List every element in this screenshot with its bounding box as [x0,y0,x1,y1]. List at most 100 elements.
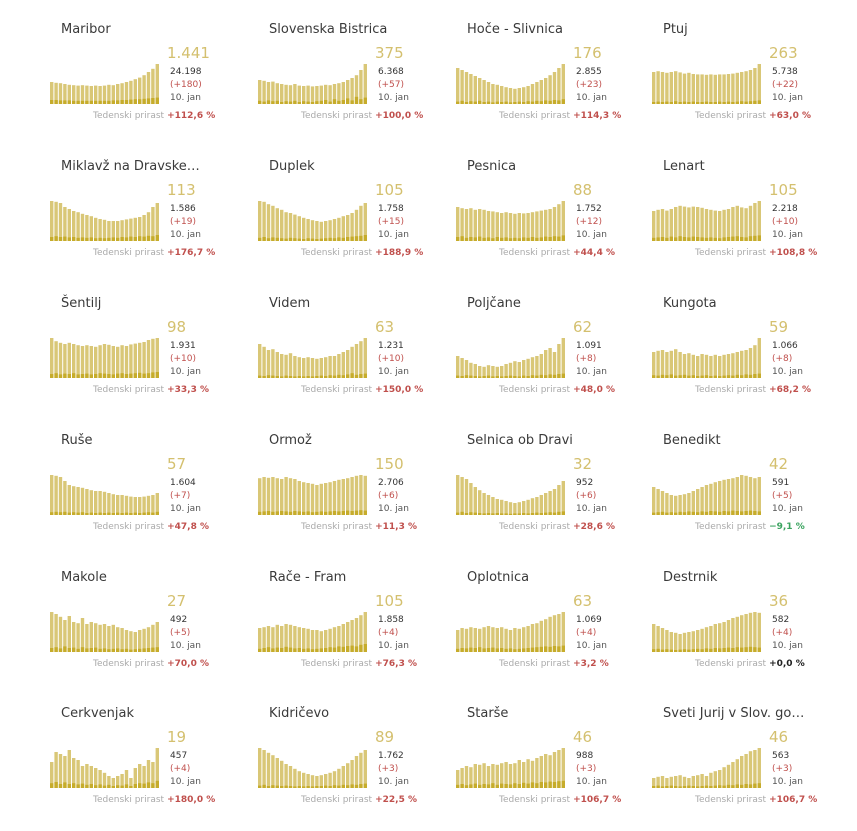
bar [508,630,513,652]
bar-base [266,100,271,104]
bar [297,627,301,652]
bar-base [85,513,89,515]
bar-base [731,102,735,104]
bar-base [757,647,761,652]
bar-base [138,513,142,515]
bar [696,207,700,241]
bar [129,80,133,104]
municipality-card[interactable]: Kungota 59 1.066 (+8) 10. jan Tedenski priras… [652,296,842,421]
bar-base [469,101,473,104]
bar-base [288,237,293,241]
municipality-card[interactable]: Maribor 1.441 24.198 (+180) 10. jan Tedenski … [50,22,240,147]
municipality-card[interactable]: Pesnica 88 1.752 (+12) 10. jan Tedenski prira… [456,159,646,284]
bar-base [678,236,682,241]
bar-base [652,237,656,241]
weekly-growth-label: Tedenski prirast [695,385,767,395]
current-value: 19 [167,728,187,746]
bar-base [76,784,80,788]
bar-base [678,649,682,652]
bar-base [460,784,464,788]
bar [332,219,337,241]
bar [460,208,464,241]
municipality-card[interactable]: Destrnik 36 582 (+4) 10. jan Tedenski prirast… [652,570,842,695]
bar-base [748,784,753,788]
bar-base [359,374,363,378]
bar [473,209,477,241]
bar [54,614,58,652]
bar [656,71,660,104]
bar [539,756,543,788]
date-label: 10. jan [576,777,607,787]
municipality-card[interactable]: Ormož 150 2.706 (+6) 10. jan Tedenski prirast… [258,433,448,558]
current-value: 59 [769,318,789,336]
bar-base [665,649,669,652]
municipality-card[interactable]: Cerkvenjak 19 457 (+4) 10. jan Tedenski prira… [50,706,240,831]
bar-base [544,100,548,104]
bar-base [363,510,367,515]
municipality-card[interactable]: Sveti Jurij v Slov. go… 46 563 (+3) 10. jan T… [652,706,842,831]
bar [486,766,491,788]
municipality-card[interactable]: Benedikt 42 591 (+5) 10. jan Tedenski prirast… [652,433,842,558]
bar [80,346,85,378]
bar-base [735,374,739,378]
municipality-card[interactable]: Miklavž na Dravske… 113 1.586 (+19) 10. jan T… [50,159,240,284]
municipality-card[interactable]: Šentilj 98 1.931 (+10) 10. jan Tedenski prira… [50,296,240,421]
bar-base [748,236,753,241]
bar-base [517,101,521,104]
bar-base [67,237,71,241]
bar-base [548,237,552,241]
bar-base [102,238,107,241]
municipality-card[interactable]: Ptuj 263 5.738 (+22) 10. jan Tedenski prirast… [652,22,842,147]
municipality-card[interactable]: Slovenska Bistrica 375 6.368 (+57) 10. jan Te… [258,22,448,147]
weekly-growth-value: +28,6 % [573,522,615,532]
bar [678,634,682,652]
weekly-growth-value: +180,0 % [167,795,216,805]
bar [522,213,526,241]
bar [544,209,548,241]
bar [704,354,709,378]
municipality-card[interactable]: Kidričevo 89 1.762 (+3) 10. jan Tedenski prir… [258,706,448,831]
bar-base [757,783,761,788]
bar-base [535,375,539,378]
bar-base [696,512,700,515]
bar [302,86,306,104]
bar-base [151,98,155,104]
municipality-card[interactable]: Oplotnica 63 1.069 (+4) 10. jan Tedenski prir… [456,570,646,695]
bar [660,209,665,241]
bar-base [740,511,744,515]
bar [731,353,735,378]
total-value: 1.231 [378,341,404,351]
bar [258,748,262,788]
bar-base [456,101,460,104]
date-label: 10. jan [170,230,201,240]
sparkline-chart [652,748,761,788]
bar [337,479,341,515]
municipality-name: Duplek [269,159,315,174]
municipality-card[interactable]: Ruše 57 1.604 (+7) 10. jan Tedenski prirast +4… [50,433,240,558]
municipality-card[interactable]: Lenart 105 2.218 (+10) 10. jan Tedenski prira… [652,159,842,284]
municipality-card[interactable]: Starše 46 988 (+3) 10. jan Tedenski prirast +1… [456,706,646,831]
date-label: 10. jan [576,93,607,103]
municipality-name: Starše [467,706,509,721]
bar [50,338,54,378]
municipality-card[interactable]: Selnica ob Dravi 32 952 (+6) 10. jan Tedenski… [456,433,646,558]
bar [513,88,517,104]
municipality-card[interactable]: Makole 27 492 (+5) 10. jan Tedenski prirast +7… [50,570,240,695]
bar [306,219,310,241]
total-value: 952 [576,478,594,488]
municipality-card[interactable]: Duplek 105 1.758 (+15) 10. jan Tedenski prira… [258,159,448,284]
bar [561,481,565,515]
bar [669,776,673,788]
sparkline-chart [652,612,761,652]
date-label: 10. jan [772,367,803,377]
bar-base [709,102,713,104]
municipality-card[interactable]: Videm 63 1.231 (+10) 10. jan Tedenski prirast… [258,296,448,421]
bar [54,341,58,378]
municipality-card[interactable]: Hoče - Slivnica 176 2.855 (+23) 10. jan Teden… [456,22,646,147]
bar [350,477,354,515]
municipality-card[interactable]: Poljčane 62 1.091 (+8) 10. jan Tedenski prira… [456,296,646,421]
municipality-name: Kidričevo [269,706,330,721]
municipality-card[interactable]: Rače - Fram 105 1.858 (+4) 10. jan Tedenski p… [258,570,448,695]
bar [486,626,491,652]
bar [517,502,521,515]
